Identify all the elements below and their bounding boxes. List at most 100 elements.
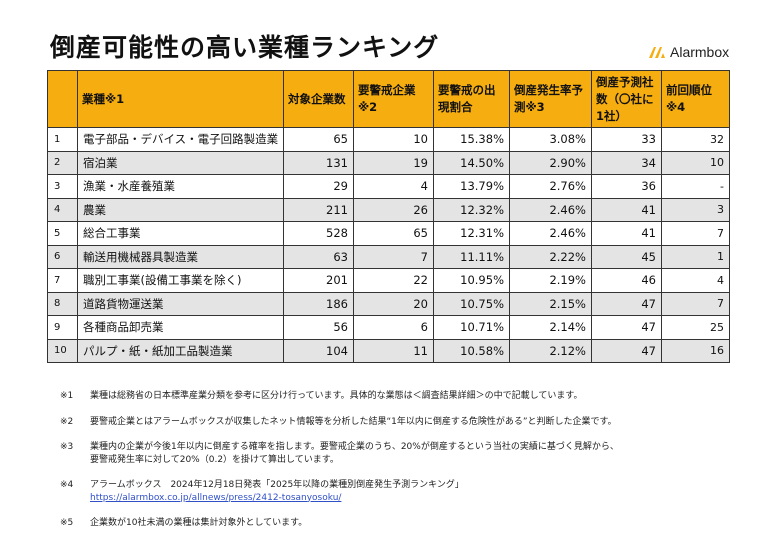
cell-prev-rank: 32 <box>661 127 730 152</box>
cell-ratio: 10.75% <box>433 291 510 316</box>
logo: Alarmbox <box>648 44 729 60</box>
alarmbox-logo-icon <box>649 47 665 58</box>
footnote-text: アラームボックス 2024年12月18日発表「2025年以降の業種別倒産発生予測… <box>90 480 464 490</box>
cell-rank: 8 <box>47 291 78 316</box>
cell-industry: 電子部品・デバイス・電子回路製造業 <box>77 127 284 152</box>
cell-one-in: 36 <box>591 174 662 199</box>
cell-industry: 道路貨物運送業 <box>77 291 284 316</box>
cell-industry: 輸送用機械器具製造業 <box>77 244 284 269</box>
cell-prev-rank: 16 <box>661 338 730 363</box>
cell-rate: 2.90% <box>509 150 592 175</box>
logo-text: Alarmbox <box>670 44 730 60</box>
cell-companies: 63 <box>283 244 354 269</box>
header-caution: 要警戒企業※2 <box>353 70 434 128</box>
cell-industry: 職別工事業(設備工事業を除く) <box>77 268 284 293</box>
cell-rank: 2 <box>47 150 78 175</box>
cell-ratio: 15.38% <box>433 127 510 152</box>
cell-caution: 7 <box>353 244 434 269</box>
cell-prev-rank: 7 <box>661 221 730 246</box>
cell-prev-rank: 25 <box>661 315 730 340</box>
cell-prev-rank: 4 <box>661 268 730 293</box>
cell-industry: パルプ・紙・紙加工品製造業 <box>77 338 284 363</box>
footnote-text: 要警戒発生率に対して20%（0.2）を掛けて算出しています。 <box>90 454 339 465</box>
cell-rate: 2.19% <box>509 268 592 293</box>
cell-caution: 11 <box>353 338 434 363</box>
cell-rate: 2.15% <box>509 291 592 316</box>
cell-rate: 2.76% <box>509 174 592 199</box>
cell-rate: 2.46% <box>509 197 592 222</box>
footnote-text: 業種は総務省の日本標準産業分類を参考に区分け行っています。具体的な業態は＜調査結… <box>90 391 583 401</box>
cell-caution: 19 <box>353 150 434 175</box>
cell-one-in: 33 <box>591 127 662 152</box>
table-header-row: 業種※1 対象企業数 要警戒企業※2 要警戒の出現割合 倒産発生率予測※3 倒産… <box>47 70 730 128</box>
cell-companies: 186 <box>283 291 354 316</box>
table-row: 5 総合工事業 528 65 12.31% 2.46% 41 7 <box>47 221 730 246</box>
cell-rate: 2.22% <box>509 244 592 269</box>
cell-industry: 総合工事業 <box>77 221 284 246</box>
header-one-in: 倒産予測社数（〇社に1社） <box>591 70 662 128</box>
ranking-table: 業種※1 対象企業数 要警戒企業※2 要警戒の出現割合 倒産発生率予測※3 倒産… <box>47 70 730 363</box>
cell-ratio: 10.58% <box>433 338 510 363</box>
cell-industry: 漁業・水産養殖業 <box>77 174 284 199</box>
header-ratio: 要警戒の出現割合 <box>433 70 510 128</box>
cell-caution: 4 <box>353 174 434 199</box>
footnote: ※5 企業数が10社未満の業種は集計対象外としています。 <box>60 517 619 530</box>
footnote: ※1 業種は総務省の日本標準産業分類を参考に区分け行っています。具体的な業態は＜調… <box>60 390 619 403</box>
cell-rate: 2.46% <box>509 221 592 246</box>
header-prev-rank: 前回順位※4 <box>661 70 730 128</box>
cell-caution: 22 <box>353 268 434 293</box>
cell-ratio: 10.95% <box>433 268 510 293</box>
table-row: 10 パルプ・紙・紙加工品製造業 104 11 10.58% 2.12% 47 16 <box>47 338 730 363</box>
page-title: 倒産可能性の高い業種ランキング <box>50 33 440 62</box>
table-row: 6 輸送用機械器具製造業 63 7 11.11% 2.22% 45 1 <box>47 244 730 269</box>
footnote-number: ※3 <box>60 442 74 452</box>
cell-rank: 9 <box>47 315 78 340</box>
cell-companies: 29 <box>283 174 354 199</box>
cell-rate: 2.12% <box>509 338 592 363</box>
cell-caution: 26 <box>353 197 434 222</box>
cell-one-in: 47 <box>591 315 662 340</box>
cell-ratio: 13.79% <box>433 174 510 199</box>
cell-rank: 5 <box>47 221 78 246</box>
cell-companies: 104 <box>283 338 354 363</box>
table-row: 1 電子部品・デバイス・電子回路製造業 65 10 15.38% 3.08% 33 32 <box>47 127 730 152</box>
cell-ratio: 14.50% <box>433 150 510 175</box>
header-rate: 倒産発生率予測※3 <box>509 70 592 128</box>
table-row: 4 農業 211 26 12.32% 2.46% 41 3 <box>47 197 730 222</box>
cell-one-in: 47 <box>591 338 662 363</box>
cell-caution: 10 <box>353 127 434 152</box>
table-row: 2 宿泊業 131 19 14.50% 2.90% 34 10 <box>47 150 730 175</box>
cell-one-in: 45 <box>591 244 662 269</box>
cell-one-in: 46 <box>591 268 662 293</box>
cell-companies: 65 <box>283 127 354 152</box>
cell-rate: 3.08% <box>509 127 592 152</box>
cell-rank: 10 <box>47 338 78 363</box>
cell-rate: 2.14% <box>509 315 592 340</box>
cell-prev-rank: 10 <box>661 150 730 175</box>
footnote-number: ※1 <box>60 391 74 401</box>
cell-companies: 211 <box>283 197 354 222</box>
cell-prev-rank: 1 <box>661 244 730 269</box>
header-companies: 対象企業数 <box>283 70 354 128</box>
table-row: 3 漁業・水産養殖業 29 4 13.79% 2.76% 36- <box>47 174 730 199</box>
cell-one-in: 41 <box>591 197 662 222</box>
cell-ratio: 12.32% <box>433 197 510 222</box>
cell-one-in: 34 <box>591 150 662 175</box>
footnotes: ※1 業種は総務省の日本標準産業分類を参考に区分け行っています。具体的な業態は＜調… <box>60 390 619 543</box>
cell-rank: 3 <box>47 174 78 199</box>
cell-one-in: 47 <box>591 291 662 316</box>
cell-caution: 20 <box>353 291 434 316</box>
header-industry: 業種※1 <box>77 70 284 128</box>
cell-industry: 農業 <box>77 197 284 222</box>
cell-rank: 6 <box>47 244 78 269</box>
cell-ratio: 12.31% <box>433 221 510 246</box>
table-row: 7 職別工事業(設備工事業を除く) 201 22 10.95% 2.19% 46 4 <box>47 268 730 293</box>
cell-rank: 1 <box>47 127 78 152</box>
cell-caution: 65 <box>353 221 434 246</box>
cell-ratio: 10.71% <box>433 315 510 340</box>
cell-ratio: 11.11% <box>433 244 510 269</box>
footnote-text: 企業数が10社未満の業種は集計対象外としています。 <box>90 518 308 528</box>
footnote-link[interactable]: https://alarmbox.co.jp/allnews/press/241… <box>90 492 342 503</box>
cell-companies: 56 <box>283 315 354 340</box>
footnote-text: 業種内の企業が今後1年以内に倒産する確率を指します。要警戒企業のうち、20%が倒… <box>90 442 619 452</box>
